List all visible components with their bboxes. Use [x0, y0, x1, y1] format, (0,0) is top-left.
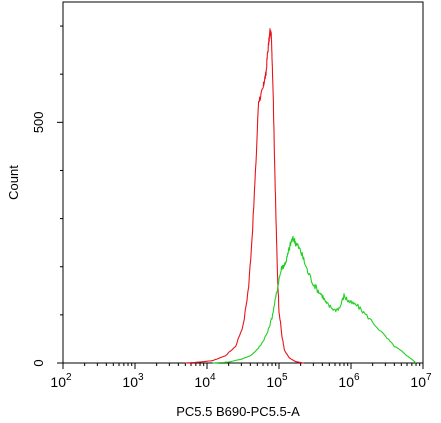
y-tick-label: 500	[31, 111, 46, 133]
y-axis-label: Count	[6, 165, 21, 200]
y-tick-label: 0	[31, 359, 46, 366]
series-layer	[185, 28, 417, 364]
x-tick-label: 105	[266, 372, 288, 390]
x-axis-label: PC5.5 B690-PC5.5-A	[176, 404, 300, 419]
x-tick-label: 102	[50, 372, 72, 390]
series-line-2	[212, 235, 417, 364]
series-line-1	[185, 28, 304, 364]
x-minor-ticks	[84, 363, 421, 366]
x-tick-label: 104	[194, 372, 216, 390]
plot-frame	[62, 1, 424, 364]
x-tick-label: 106	[338, 372, 360, 390]
y-axis-ticks: 0 500	[31, 25, 63, 367]
x-tick-label: 107	[410, 372, 432, 390]
x-axis-ticks: 102 103 104 105 106 107	[50, 363, 432, 390]
x-tick-label: 103	[122, 372, 144, 390]
